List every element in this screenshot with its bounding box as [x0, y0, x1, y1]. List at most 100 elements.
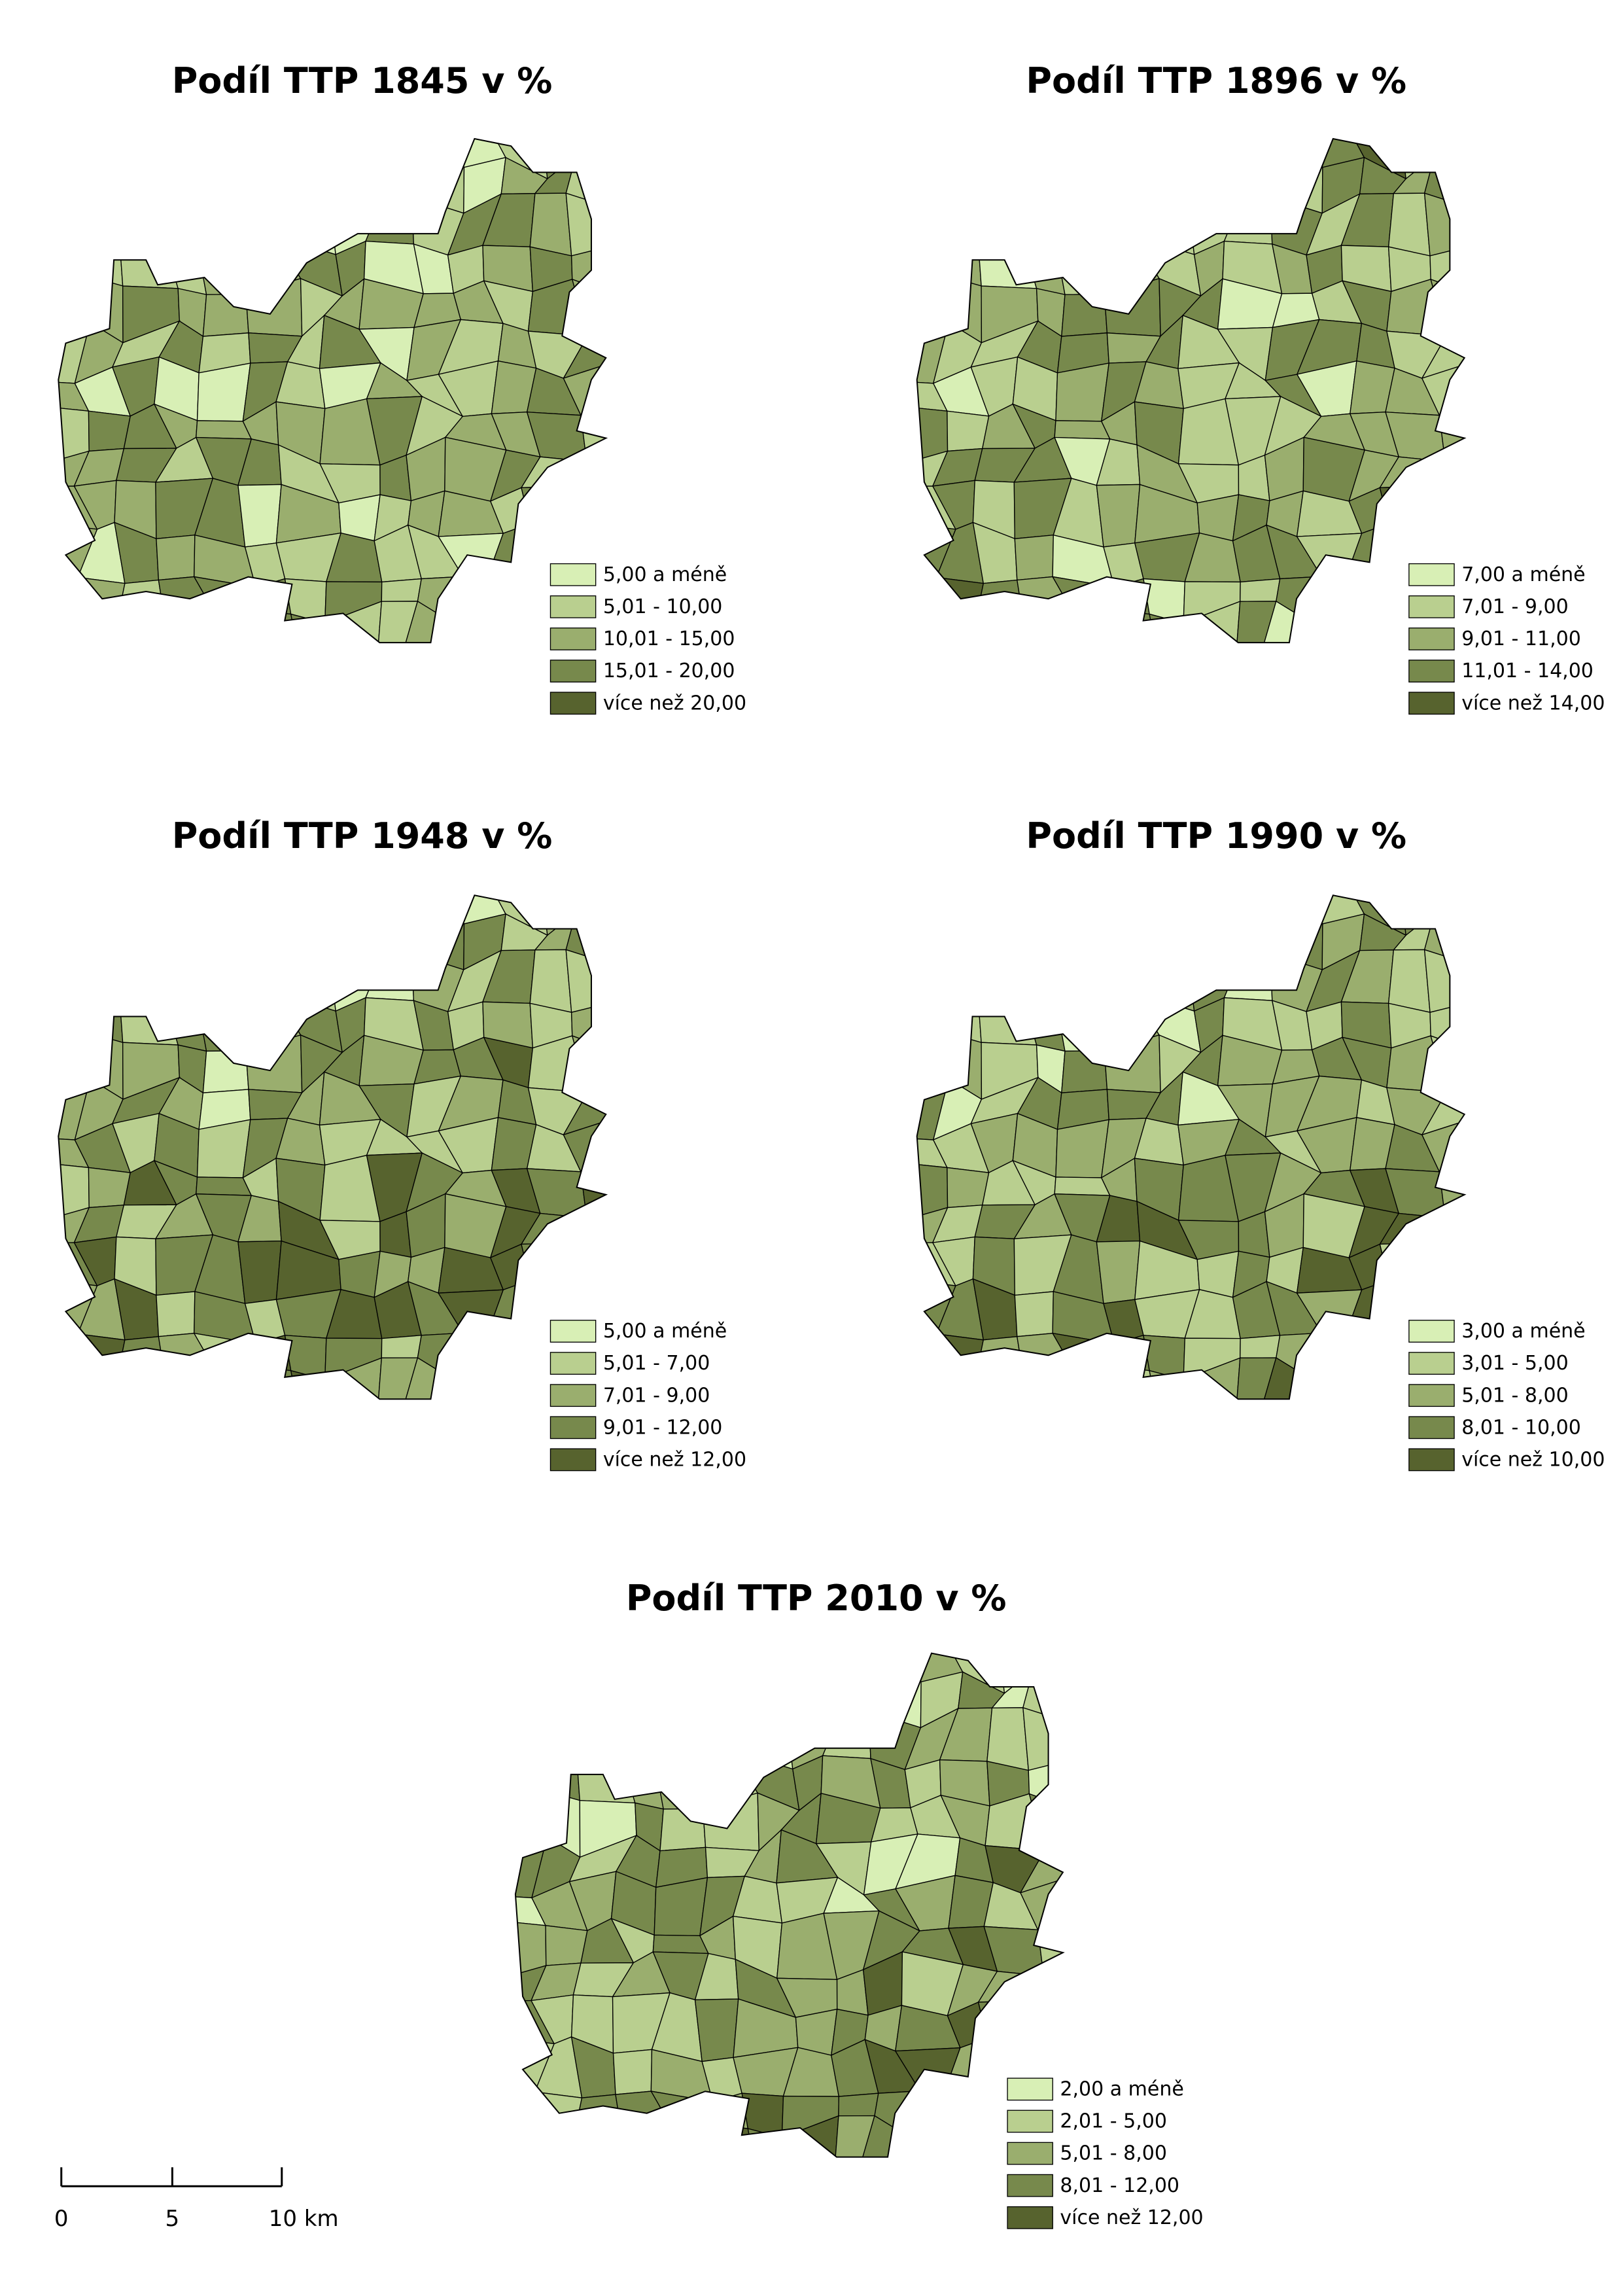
district: [88, 410, 131, 452]
district: [734, 1653, 791, 1693]
district: [1136, 642, 1198, 643]
district: [1104, 192, 1158, 259]
district: [941, 916, 977, 975]
district: [58, 1004, 99, 1050]
district: [205, 895, 262, 920]
district: [1055, 1119, 1109, 1178]
district: [74, 1407, 130, 1458]
district: [977, 990, 1037, 1046]
district: [854, 1653, 922, 1683]
district: [659, 1808, 706, 1852]
legend-swatch: [1007, 2110, 1053, 2133]
district: [1470, 1239, 1522, 1288]
district: [933, 650, 989, 701]
district: [58, 1324, 78, 1378]
district: [822, 2159, 875, 2216]
district: [907, 2136, 962, 2157]
map-title: Podíl TTP 1948 v %: [172, 815, 553, 857]
district: [855, 1667, 922, 1729]
district: [539, 1674, 576, 1733]
district: [614, 968, 661, 1002]
district: [616, 913, 661, 968]
district: [357, 139, 421, 181]
district: [654, 1877, 708, 1937]
district: [82, 916, 119, 975]
district: [1478, 1046, 1524, 1089]
district: [941, 160, 977, 219]
legend-swatch: [549, 563, 597, 586]
district: [947, 957, 979, 1014]
district: [916, 248, 957, 294]
district: [1224, 1401, 1276, 1458]
district: [1064, 895, 1121, 920]
district: [58, 139, 99, 166]
district: [931, 609, 979, 643]
district: [1264, 645, 1325, 701]
district: [1071, 1757, 1108, 1810]
district: [450, 621, 504, 643]
district: [1256, 895, 1323, 925]
district: [162, 193, 216, 236]
district: [1399, 139, 1435, 180]
district: [975, 139, 1026, 162]
district: [916, 1399, 952, 1400]
district: [606, 114, 668, 177]
legend-label: 11,01 - 14,00: [1461, 660, 1594, 682]
district: [1096, 1334, 1150, 1371]
district: [1484, 315, 1525, 366]
legend-label: 7,00 a méně: [1461, 563, 1585, 586]
district: [916, 609, 952, 643]
district: [329, 177, 379, 211]
district: [202, 294, 249, 337]
district: [170, 1409, 220, 1461]
district: [571, 278, 606, 337]
district: [58, 248, 99, 294]
district: [119, 234, 179, 289]
district: [612, 2049, 653, 2095]
district: [947, 1167, 990, 1209]
district: [515, 2082, 536, 2136]
district: [238, 1420, 301, 1447]
district: [576, 1748, 636, 1804]
district: [565, 949, 606, 1014]
district: [1312, 1407, 1350, 1448]
district: [1420, 1238, 1465, 1298]
district: [260, 918, 300, 976]
legend-swatch: [1408, 627, 1455, 650]
district: [732, 1720, 793, 1770]
district: [162, 895, 221, 918]
district: [58, 895, 99, 922]
legend-swatch: [1408, 1416, 1455, 1439]
district: [1079, 1920, 1118, 1964]
legend-swatch: [1408, 1448, 1455, 1472]
district: [1134, 962, 1195, 1012]
district: [1350, 1321, 1408, 1385]
district: [1308, 1321, 1363, 1385]
district: [82, 139, 126, 166]
district: [1478, 290, 1524, 333]
legend-label: více než 10,00: [1461, 1449, 1605, 1472]
district: [545, 1758, 581, 1801]
district: [282, 928, 334, 976]
district: [82, 895, 126, 922]
district: [117, 139, 167, 162]
district: [1096, 663, 1159, 690]
district: [1136, 1398, 1198, 1400]
district: [1346, 1379, 1408, 1400]
district: [1073, 1671, 1118, 1726]
district: [1073, 158, 1121, 195]
district: [330, 139, 362, 180]
district: [1481, 1163, 1520, 1206]
district: [162, 605, 213, 643]
legend-swatch: [549, 1416, 597, 1439]
district: [945, 2161, 986, 2206]
district: [916, 966, 957, 1014]
legend-swatch: [549, 692, 597, 715]
district: [1240, 578, 1281, 602]
legend-swatch: [1408, 563, 1455, 586]
district: [1136, 895, 1192, 935]
district: [1423, 949, 1465, 1014]
district: [117, 579, 164, 617]
district: [571, 1034, 606, 1093]
